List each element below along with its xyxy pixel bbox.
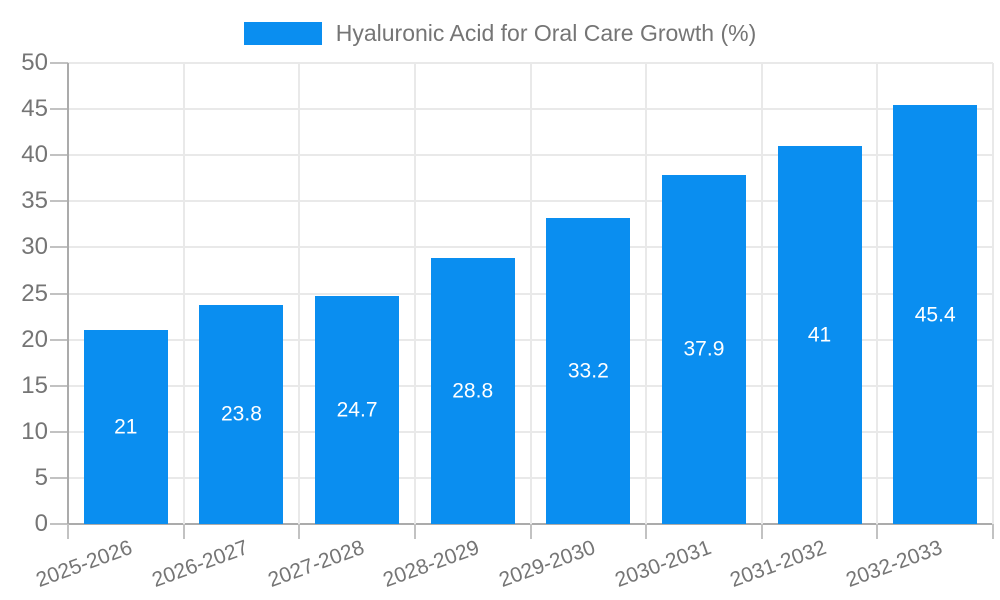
y-axis-label: 20 (21, 325, 48, 353)
bar (661, 174, 746, 524)
x-tick-mark (298, 524, 301, 539)
bar (777, 145, 862, 524)
bar-value-label: 37.9 (683, 337, 725, 361)
x-tick-mark (760, 524, 763, 539)
x-tick-mark (645, 524, 648, 539)
x-axis-label: 2031-2032 (727, 536, 830, 592)
x-tick-mark (67, 524, 69, 539)
x-tick-mark (992, 524, 994, 539)
y-axis-label: 25 (21, 279, 48, 307)
bar (83, 330, 168, 524)
legend-swatch (243, 21, 322, 45)
y-tick-mark (50, 430, 68, 433)
bar (893, 105, 978, 524)
bar-value-label: 23.8 (221, 402, 262, 426)
v-gridline (182, 63, 185, 524)
v-gridline (645, 63, 648, 524)
bar-value-label: 41 (807, 323, 832, 347)
y-axis-label: 35 (21, 187, 48, 215)
x-axis-label: 2029-2030 (495, 536, 599, 592)
v-gridline (413, 63, 416, 524)
v-gridline (760, 63, 763, 524)
x-tick-mark (182, 524, 185, 539)
x-axis-label: 2032-2033 (842, 536, 946, 592)
bar (199, 304, 284, 524)
bar (546, 217, 631, 524)
y-axis-label: 5 (34, 463, 48, 491)
y-axis-label: 15 (21, 371, 48, 399)
y-tick-mark (50, 384, 68, 387)
y-axis-label: 45 (21, 95, 48, 123)
bar-value-label: 45.4 (914, 303, 956, 327)
v-gridline (529, 63, 532, 524)
y-axis-label: 0 (34, 510, 48, 537)
x-axis-label: 2028-2029 (380, 536, 483, 592)
x-axis-label: 2025-2026 (33, 536, 136, 592)
y-tick-mark (50, 338, 68, 341)
v-gridline (876, 63, 879, 524)
bar (315, 296, 400, 524)
y-tick-mark (50, 476, 68, 479)
x-axis-label: 2027-2028 (264, 536, 367, 592)
y-axis-label: 40 (21, 141, 48, 169)
y-tick-mark (50, 523, 68, 525)
x-axis-label: 2026-2027 (149, 536, 252, 592)
bar (430, 258, 515, 524)
bar-value-label: 21 (114, 415, 138, 439)
v-gridline (992, 63, 994, 524)
y-tick-mark (50, 62, 68, 64)
y-axis-label: 30 (21, 233, 48, 261)
legend: Hyaluronic Acid for Oral Care Growth (%) (0, 18, 1000, 48)
y-axis-line (67, 63, 69, 524)
bar-value-label: 33.2 (567, 359, 609, 383)
x-tick-mark (876, 524, 879, 539)
bar-value-label: 28.8 (452, 379, 494, 403)
x-tick-mark (413, 524, 416, 539)
x-axis-label: 2030-2031 (611, 536, 714, 592)
y-tick-mark (50, 154, 68, 157)
y-tick-mark (50, 108, 68, 111)
y-axis-label: 10 (21, 417, 48, 445)
y-tick-mark (50, 200, 68, 203)
v-gridline (298, 63, 301, 524)
x-tick-mark (529, 524, 532, 539)
legend-label: Hyaluronic Acid for Oral Care Growth (%) (335, 19, 757, 46)
y-axis-label: 50 (21, 49, 48, 76)
bar-value-label: 24.7 (336, 398, 378, 422)
y-tick-mark (50, 246, 68, 249)
legend-item[interactable]: Hyaluronic Acid for Oral Care Growth (%) (243, 19, 757, 46)
y-tick-mark (50, 292, 68, 295)
